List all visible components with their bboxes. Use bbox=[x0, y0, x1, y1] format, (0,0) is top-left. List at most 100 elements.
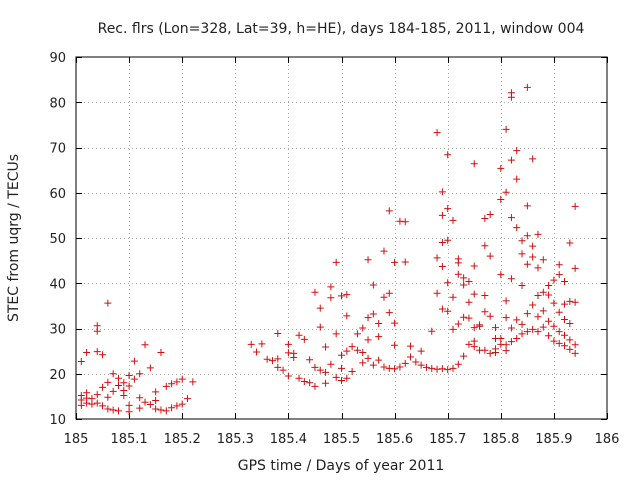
data-point bbox=[476, 321, 484, 329]
data-point bbox=[502, 125, 510, 133]
data-point bbox=[497, 271, 505, 279]
data-point bbox=[83, 389, 91, 397]
data-point bbox=[284, 340, 292, 348]
data-point bbox=[114, 407, 122, 415]
data-point bbox=[300, 377, 308, 385]
data-point bbox=[486, 312, 494, 320]
data-point bbox=[136, 370, 144, 378]
data-point bbox=[343, 291, 351, 299]
data-point bbox=[322, 368, 330, 376]
data-point bbox=[507, 89, 515, 97]
data-point bbox=[274, 355, 282, 363]
data-point bbox=[343, 347, 351, 355]
data-point bbox=[369, 281, 377, 289]
data-point bbox=[433, 129, 441, 137]
data-point bbox=[380, 247, 388, 255]
data-point bbox=[369, 361, 377, 369]
data-point bbox=[322, 379, 330, 387]
data-point bbox=[449, 216, 457, 224]
data-point bbox=[481, 308, 489, 316]
data-point bbox=[104, 393, 112, 401]
data-point bbox=[454, 320, 462, 328]
data-point bbox=[114, 382, 122, 390]
data-point bbox=[295, 374, 303, 382]
data-point bbox=[258, 340, 266, 348]
data-point bbox=[83, 348, 91, 356]
data-point bbox=[146, 401, 154, 409]
data-point bbox=[465, 298, 473, 306]
x-tick-label: 185.5 bbox=[323, 432, 360, 447]
data-point bbox=[566, 297, 574, 305]
data-point bbox=[125, 401, 133, 409]
data-point bbox=[534, 328, 542, 336]
data-point bbox=[534, 313, 542, 321]
data-point bbox=[465, 277, 473, 285]
x-tick-label: 185.9 bbox=[535, 432, 572, 447]
data-point bbox=[454, 360, 462, 368]
data-point bbox=[529, 325, 537, 333]
data-point bbox=[502, 314, 510, 322]
data-point bbox=[444, 307, 452, 315]
data-point bbox=[157, 406, 165, 414]
y-tick-label: 90 bbox=[49, 51, 66, 66]
data-point bbox=[460, 281, 468, 289]
y-tick-label: 50 bbox=[49, 232, 66, 247]
data-point bbox=[173, 402, 181, 410]
data-point bbox=[274, 329, 282, 337]
x-tick-label: 185.7 bbox=[429, 432, 466, 447]
data-point bbox=[353, 346, 361, 354]
data-point bbox=[513, 224, 521, 232]
data-point bbox=[555, 308, 563, 316]
data-points bbox=[77, 83, 579, 416]
data-point bbox=[141, 398, 149, 406]
data-point bbox=[417, 361, 425, 369]
data-point bbox=[184, 395, 192, 403]
data-point bbox=[178, 400, 186, 408]
data-point bbox=[93, 322, 101, 330]
data-point bbox=[130, 375, 138, 383]
data-point bbox=[322, 343, 330, 351]
data-point bbox=[491, 345, 499, 353]
data-point bbox=[444, 151, 452, 159]
data-point bbox=[162, 407, 170, 415]
data-point bbox=[120, 386, 128, 394]
data-point bbox=[189, 378, 197, 386]
data-point bbox=[385, 289, 393, 297]
data-point bbox=[77, 358, 85, 366]
data-point bbox=[513, 175, 521, 183]
data-point bbox=[518, 330, 526, 338]
data-point bbox=[152, 396, 160, 404]
data-point bbox=[566, 336, 574, 344]
data-point bbox=[539, 323, 547, 331]
data-point bbox=[539, 288, 547, 296]
y-axis-label: STEC from uqrg / TECUs bbox=[6, 154, 22, 322]
data-point bbox=[523, 310, 531, 318]
data-point bbox=[109, 387, 117, 395]
data-point bbox=[279, 366, 287, 374]
data-point bbox=[529, 242, 537, 250]
data-point bbox=[327, 294, 335, 302]
x-tick-label: 185.1 bbox=[110, 432, 147, 447]
data-point bbox=[481, 215, 489, 223]
data-point bbox=[529, 301, 537, 309]
data-point bbox=[104, 299, 112, 307]
data-point bbox=[566, 239, 574, 247]
data-point bbox=[327, 360, 335, 368]
data-point bbox=[109, 406, 117, 414]
data-point bbox=[507, 156, 515, 164]
data-point bbox=[93, 391, 101, 399]
data-point bbox=[449, 293, 457, 301]
data-point bbox=[539, 307, 547, 315]
data-point bbox=[99, 402, 107, 410]
data-point bbox=[168, 404, 176, 412]
data-point bbox=[513, 147, 521, 155]
data-point bbox=[263, 355, 271, 363]
data-point bbox=[306, 356, 314, 364]
x-tick-label: 185.4 bbox=[270, 432, 307, 447]
data-point bbox=[375, 356, 383, 364]
data-point bbox=[571, 202, 579, 210]
data-point bbox=[545, 332, 553, 340]
data-point bbox=[486, 349, 494, 357]
data-point bbox=[502, 341, 510, 349]
data-point bbox=[380, 293, 388, 301]
